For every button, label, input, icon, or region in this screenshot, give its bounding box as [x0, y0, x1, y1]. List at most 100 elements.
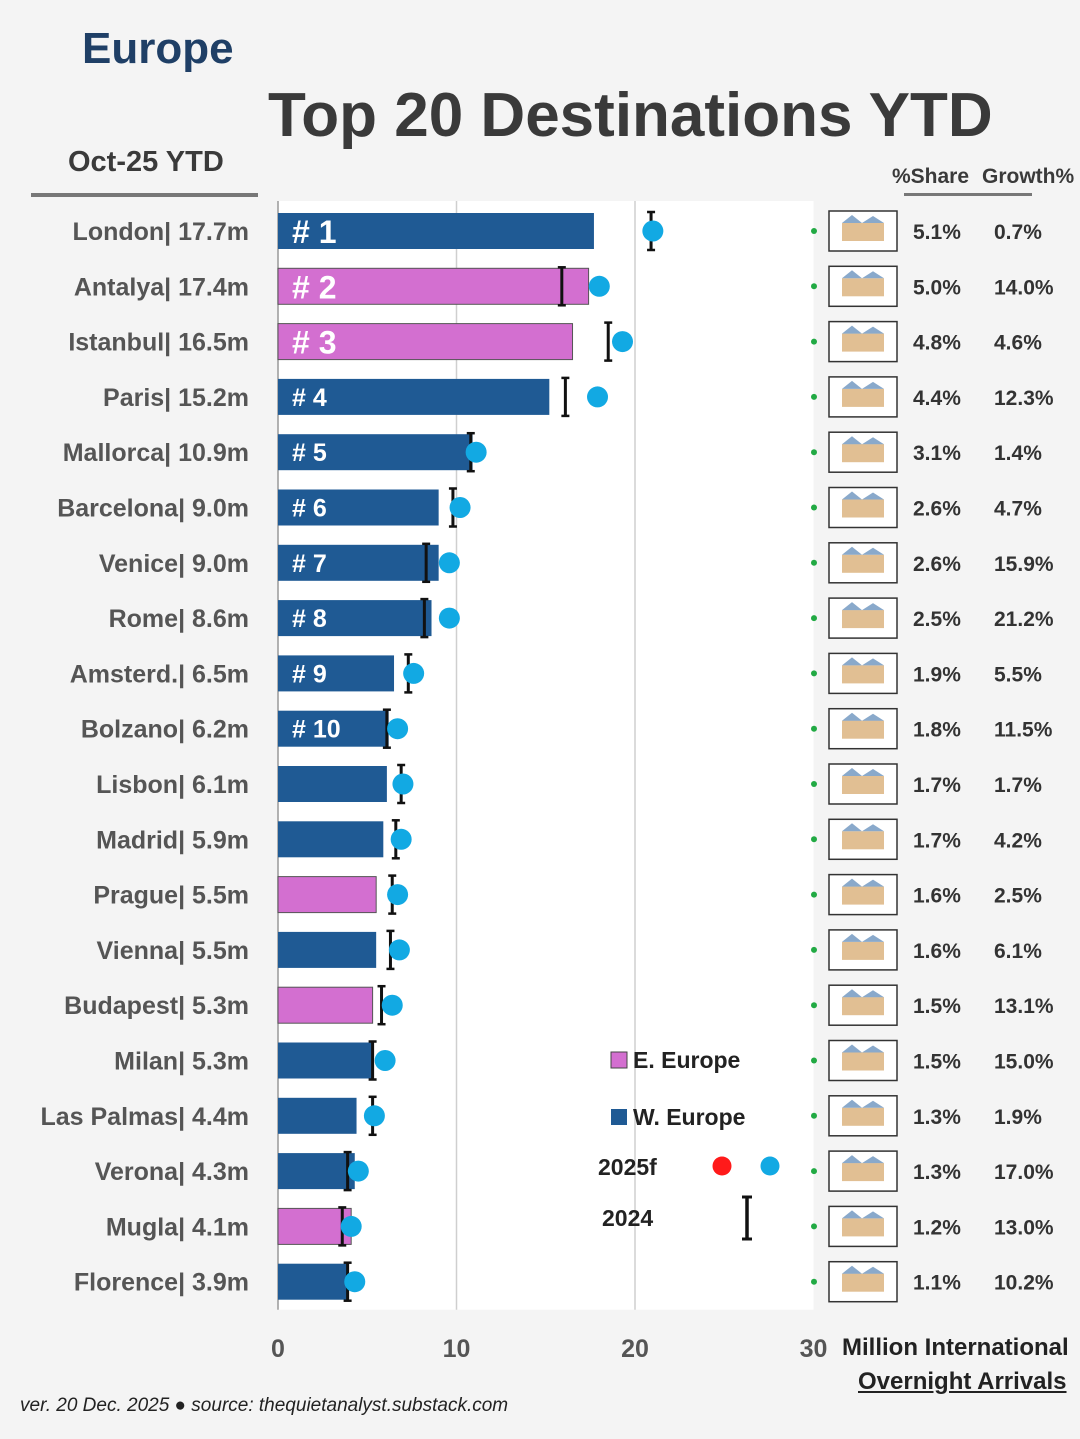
forecast-2025-dot [392, 773, 414, 795]
share-column-header: %Share [892, 165, 970, 188]
row-bullet [811, 1168, 817, 1175]
share-value: 1.5% [913, 1051, 961, 1074]
share-value: 1.7% [913, 774, 961, 797]
growth-value: 11.5% [994, 719, 1053, 742]
icon-frame [828, 597, 898, 639]
milan-cathedral-icon [828, 1039, 898, 1082]
bar [277, 876, 377, 914]
legend-west-swatch [611, 1109, 627, 1125]
x-axis-label-line1: Million International [842, 1334, 1069, 1361]
icon-body [842, 776, 884, 794]
forecast-2025-dot [344, 1271, 366, 1293]
rank-label: # 1 [292, 214, 336, 250]
row-bullet [811, 504, 817, 511]
legend-forecast-dot-blue [760, 1156, 780, 1176]
icon-roof [842, 1099, 884, 1108]
bar [277, 986, 374, 1024]
rank-label: # 9 [292, 660, 327, 688]
share-value: 1.2% [913, 1216, 961, 1239]
icon-body [842, 444, 884, 463]
share-value: 3.1% [913, 442, 961, 465]
growth-value: 0.7% [994, 221, 1042, 244]
bar [278, 821, 384, 858]
row-bullet [811, 836, 817, 843]
x-tick-label: 30 [800, 1335, 828, 1363]
icon-roof [842, 270, 884, 279]
category-label: Mugla| 4.1m [106, 1213, 249, 1241]
growth-value: 1.4% [994, 442, 1042, 465]
icon-roof [842, 933, 884, 942]
prior-2024-marker [377, 984, 386, 1026]
bar [278, 766, 387, 802]
icon-roof [842, 215, 884, 223]
prior-2024-marker [604, 321, 613, 362]
row-bullet [811, 725, 817, 732]
prior-2024-marker [343, 1150, 352, 1192]
belem-tower-icon [828, 763, 898, 805]
icon-roof [842, 1044, 884, 1053]
period-label: Oct-25 YTD [68, 146, 224, 178]
growth-value: 10.2% [994, 1272, 1054, 1295]
bar [278, 544, 439, 581]
row-bullet [811, 615, 817, 622]
region-title: Europe [82, 24, 234, 73]
category-label: Florence| 3.9m [74, 1269, 249, 1297]
row-bullet [811, 891, 817, 898]
category-label: Amsterd.| 6.5m [70, 660, 249, 688]
icon-body [842, 1163, 884, 1182]
growth-value: 6.1% [994, 940, 1042, 963]
row-bullet [811, 1112, 817, 1119]
share-value: 1.3% [913, 1106, 961, 1129]
parliament-icon [828, 984, 898, 1026]
tower-bridge-icon [828, 210, 898, 252]
bar [278, 378, 550, 415]
period-underline [31, 193, 258, 197]
share-value: 1.5% [913, 995, 961, 1018]
bar [278, 1097, 357, 1134]
icon-roof [842, 1155, 884, 1164]
row-bullet [811, 393, 817, 400]
icon-roof [842, 602, 884, 611]
legend-east-swatch [610, 1051, 628, 1069]
mallorca-skyline-icon [828, 431, 898, 473]
legend-east-label: E. Europe [633, 1047, 740, 1073]
icon-roof [842, 823, 884, 832]
icon-roof [842, 1265, 884, 1274]
rank-label: # 10 [292, 716, 341, 744]
icon-frame [828, 707, 898, 750]
madrid-statue-icon [828, 818, 898, 861]
prague-castle-icon [828, 873, 898, 916]
forecast-2025-dot [449, 497, 471, 518]
category-label: London| 17.7m [73, 218, 249, 246]
forecast-2025-dot [612, 331, 634, 353]
share-value: 1.9% [913, 663, 961, 686]
category-label: Lisbon| 6.1m [96, 771, 249, 799]
growth-value: 5.5% [994, 663, 1042, 686]
category-label: Istanbul| 16.5m [68, 329, 249, 357]
share-value: 1.6% [913, 940, 961, 963]
category-label: Vienna| 5.5m [97, 937, 249, 965]
row-bullet [811, 781, 817, 787]
rank-label: # 5 [292, 439, 327, 467]
growth-value: 1.7% [994, 774, 1042, 797]
category-label: Madrid| 5.9m [96, 826, 249, 854]
legend-prior-marker [742, 1195, 752, 1241]
vienna-church-icon [828, 929, 898, 971]
canal-houses-icon [828, 652, 898, 695]
row-bullet [811, 670, 817, 677]
icon-roof [842, 878, 884, 887]
bar [278, 600, 432, 637]
prior-2024-marker [422, 542, 431, 584]
icon-roof [842, 491, 884, 500]
icon-body [842, 223, 884, 241]
growth-value: 14.0% [994, 276, 1054, 299]
icon-body [842, 886, 884, 905]
bar [278, 1042, 373, 1079]
icon-roof [842, 1210, 884, 1219]
column-header-underline [904, 193, 1032, 196]
rank-label: # 8 [292, 605, 327, 633]
share-value: 2.6% [913, 553, 961, 576]
forecast-2025-dot [587, 386, 609, 408]
icon-body [842, 1218, 884, 1237]
colosseum-icon [828, 597, 898, 639]
